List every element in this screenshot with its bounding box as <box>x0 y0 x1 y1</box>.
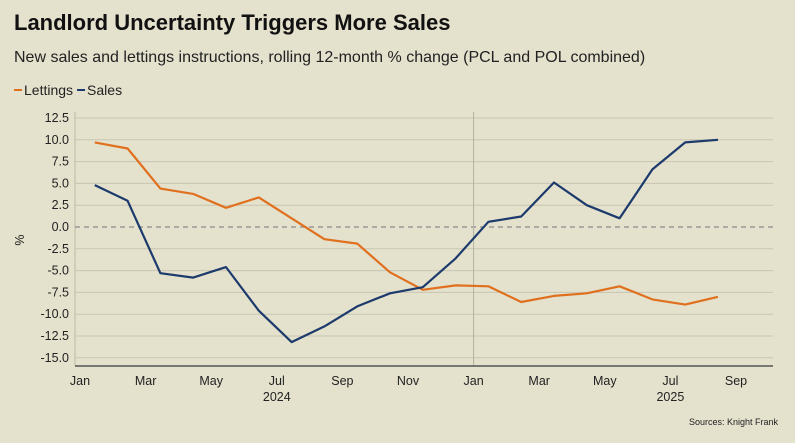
x-tick-label: May <box>199 374 223 388</box>
y-tick-label: 12.5 <box>45 111 69 125</box>
x-tick-label: Nov <box>397 374 420 388</box>
y-tick-label: -5.0 <box>47 264 69 278</box>
y-tick-label: 10.0 <box>45 133 69 147</box>
y-tick-label: -12.5 <box>41 329 70 343</box>
x-tick-label: Sep <box>331 374 353 388</box>
series-line-sales <box>94 138 719 344</box>
x-tick-label: Mar <box>135 374 157 388</box>
y-tick-label: 5.0 <box>52 176 69 190</box>
y-tick-label: -15.0 <box>41 351 70 365</box>
y-tick-label: 2.5 <box>52 198 69 212</box>
source-note: Sources: Knight Frank <box>689 417 779 427</box>
chart-subtitle: New sales and lettings instructions, rol… <box>14 49 645 66</box>
series-line-lettings <box>94 141 719 306</box>
y-axis-ticks: 12.5 10.0 7.5 5.0 2.5 0.0 -2.5 -5.0 -7.5 -10.0 -12… <box>41 111 70 365</box>
y-tick-label: -10.0 <box>41 307 70 321</box>
chart-title: Landlord Uncertainty Triggers More Sales <box>14 10 450 35</box>
y-axis-label: % <box>13 234 27 245</box>
y-tick-label: -7.5 <box>47 285 69 299</box>
legend-label-sales: Sales <box>87 82 122 98</box>
y-tick-label: 0.0 <box>52 220 69 234</box>
x-tick-label: Jul <box>269 374 285 388</box>
x-tick-label: Mar <box>528 374 550 388</box>
x-tick-label: Jan <box>70 374 90 388</box>
series-lines <box>94 138 719 344</box>
x-tick-label: May <box>593 374 617 388</box>
year-label: 2025 <box>656 390 684 404</box>
gridlines <box>74 112 773 367</box>
x-tick-label: Jan <box>464 374 484 388</box>
y-tick-label: 7.5 <box>52 155 69 169</box>
legend-label-lettings: Lettings <box>24 82 73 98</box>
x-tick-label: Jul <box>662 374 678 388</box>
year-label: 2024 <box>263 390 291 404</box>
y-tick-label: -2.5 <box>47 242 69 256</box>
legend: Lettings Sales <box>14 82 122 98</box>
x-axis-ticks: Jan Mar May Jul Sep Nov Jan Mar May Jul Sep 2024 202… <box>70 374 747 404</box>
x-tick-label: Sep <box>725 374 747 388</box>
